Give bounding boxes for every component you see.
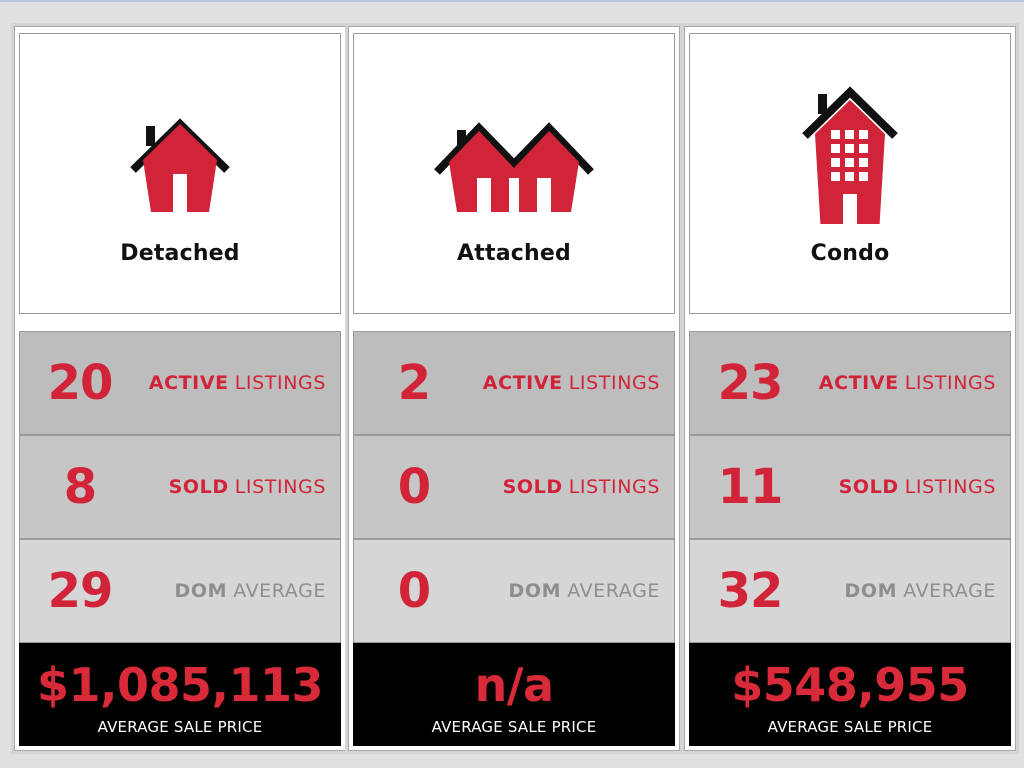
attached-column: Attached 2 ACTIVE LISTINGS 0 SOLD LISTINGS… bbox=[348, 26, 680, 751]
dom-average-row: 32 DOM AVERAGE bbox=[689, 539, 1011, 643]
sold-listings-count: 8 bbox=[63, 459, 97, 515]
sold-listings-label: SOLD LISTINGS bbox=[502, 476, 660, 498]
attached-header: Attached bbox=[353, 33, 675, 314]
dom-average-value: 0 bbox=[397, 563, 431, 619]
active-listings-count: 23 bbox=[717, 355, 784, 411]
active-listings-row: 2 ACTIVE LISTINGS bbox=[353, 331, 675, 435]
dom-average-label: DOM AVERAGE bbox=[508, 580, 660, 602]
attached-house-icon bbox=[434, 122, 594, 212]
sold-listings-row: 11 SOLD LISTINGS bbox=[689, 435, 1011, 539]
sold-listings-row: 0 SOLD LISTINGS bbox=[353, 435, 675, 539]
sold-listings-count: 11 bbox=[717, 459, 784, 515]
dom-average-label: DOM AVERAGE bbox=[844, 580, 996, 602]
dom-average-value: 29 bbox=[47, 563, 114, 619]
sold-listings-label: SOLD LISTINGS bbox=[168, 476, 326, 498]
active-listings-row: 23 ACTIVE LISTINGS bbox=[689, 331, 1011, 435]
dom-average-label: DOM AVERAGE bbox=[174, 580, 326, 602]
average-sale-price-caption: AVERAGE SALE PRICE bbox=[431, 718, 597, 736]
detached-header: Detached bbox=[19, 33, 341, 314]
average-sale-price-panel: n/a AVERAGE SALE PRICE bbox=[353, 643, 675, 746]
condo-building-icon bbox=[802, 86, 898, 224]
average-sale-price-value: n/a bbox=[474, 658, 554, 712]
active-listings-count: 20 bbox=[47, 355, 114, 411]
average-sale-price-panel: $548,955 AVERAGE SALE PRICE bbox=[689, 643, 1011, 746]
active-listings-row: 20 ACTIVE LISTINGS bbox=[19, 331, 341, 435]
property-type-label: Attached bbox=[457, 241, 571, 266]
active-listings-label: ACTIVE LISTINGS bbox=[818, 372, 996, 394]
condo-column: Condo 23 ACTIVE LISTINGS 11 SOLD LISTINGS … bbox=[684, 26, 1016, 751]
sold-listings-label: SOLD LISTINGS bbox=[838, 476, 996, 498]
detached-house-icon bbox=[130, 118, 230, 212]
active-listings-count: 2 bbox=[397, 355, 431, 411]
dom-average-row: 29 DOM AVERAGE bbox=[19, 539, 341, 643]
sold-listings-count: 0 bbox=[397, 459, 431, 515]
average-sale-price-panel: $1,085,113 AVERAGE SALE PRICE bbox=[19, 643, 341, 746]
property-type-label: Detached bbox=[120, 241, 240, 266]
detached-column: Detached 20 ACTIVE LISTINGS 8 SOLD LISTING… bbox=[14, 26, 346, 751]
condo-header: Condo bbox=[689, 33, 1011, 314]
dom-average-value: 32 bbox=[717, 563, 784, 619]
active-listings-label: ACTIVE LISTINGS bbox=[148, 372, 326, 394]
average-sale-price-value: $1,085,113 bbox=[36, 658, 324, 712]
average-sale-price-caption: AVERAGE SALE PRICE bbox=[97, 718, 263, 736]
sold-listings-row: 8 SOLD LISTINGS bbox=[19, 435, 341, 539]
property-type-label: Condo bbox=[810, 241, 890, 266]
active-listings-label: ACTIVE LISTINGS bbox=[482, 372, 660, 394]
dom-average-row: 0 DOM AVERAGE bbox=[353, 539, 675, 643]
average-sale-price-value: $548,955 bbox=[731, 658, 969, 712]
average-sale-price-caption: AVERAGE SALE PRICE bbox=[767, 718, 933, 736]
